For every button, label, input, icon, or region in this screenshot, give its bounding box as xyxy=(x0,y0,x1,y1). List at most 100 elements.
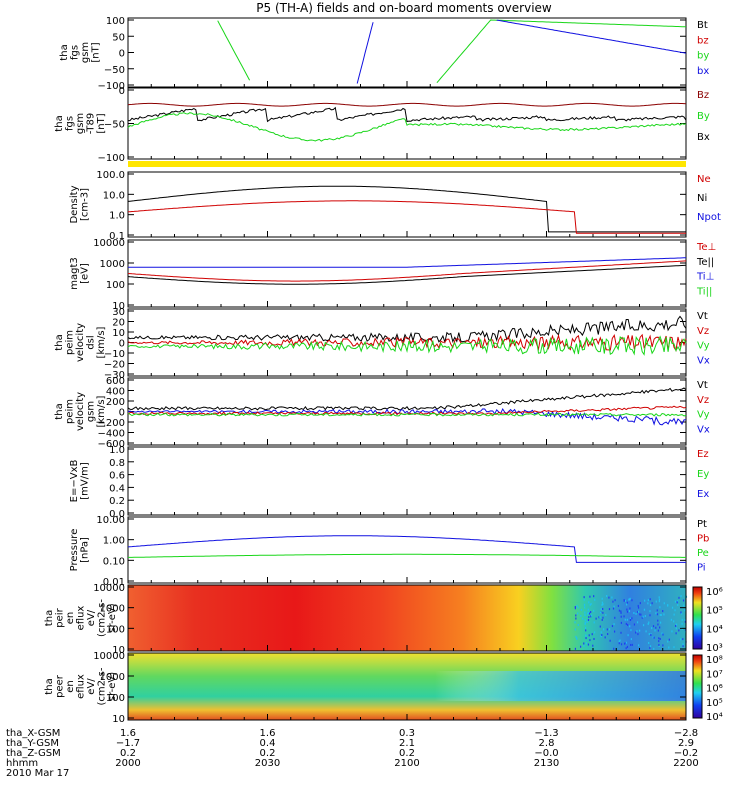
ion-spectrogram-speckle xyxy=(658,643,660,646)
y-tick-label: 10000 xyxy=(93,651,125,662)
ion-spectrogram-speckle xyxy=(651,627,653,630)
ion-spectrogram-speckle xyxy=(637,610,639,613)
y-axis-label: tha peir en eflux eV/(cm2-s-sr-eV) xyxy=(44,599,118,637)
legend-entry: Ex xyxy=(697,489,709,500)
y-axis-label-line: eV/ xyxy=(86,678,97,695)
y-tick-label: 50 xyxy=(112,32,125,43)
ion-spectrogram-speckle xyxy=(633,612,635,615)
ion-spectrogram-speckle xyxy=(673,646,675,649)
legend-entry: Pt xyxy=(697,519,707,530)
ion-spectrogram-speckle xyxy=(626,601,628,604)
ion-spectrogram-speckle xyxy=(584,611,586,614)
y-tick-label: −50 xyxy=(104,120,125,131)
series-Ne xyxy=(127,200,686,234)
ion-spectrogram-speckle xyxy=(658,600,660,603)
ion-spectrogram-speckle xyxy=(584,614,586,617)
y-tick-label: 10000 xyxy=(93,238,125,249)
ion-spectrogram-speckle xyxy=(600,634,602,637)
ion-spectrogram-speckle xyxy=(625,647,627,650)
legend-entry: Vy xyxy=(697,341,710,352)
ion-spectrogram-speckle xyxy=(601,597,603,600)
ion-spectrogram-speckle xyxy=(671,630,673,633)
legend-entry: Vx xyxy=(697,355,710,366)
series-Vx-gsm xyxy=(127,407,687,426)
y-tick-label: −200 xyxy=(98,418,125,429)
y-tick-label: 10 xyxy=(112,301,125,312)
ion-spectrogram-speckle xyxy=(601,634,603,637)
colorbar-label: 10⁴ xyxy=(706,624,723,635)
y-axis-label-line: E=−VxB xyxy=(69,460,80,503)
ion-spectrogram-speckle xyxy=(608,596,610,599)
ion-spectrogram-speckle xyxy=(606,595,608,598)
ion-spectrogram-speckle xyxy=(662,633,664,636)
panel-fgs: 100 50 0 −50 −100 tha fgs gsm [nT] Bt bz by bx xyxy=(59,16,709,92)
y-tick-label: −400 xyxy=(98,429,125,440)
ion-spectrogram-speckle xyxy=(667,640,669,643)
legend-entry: Te⊥ xyxy=(696,242,716,253)
ion-spectrogram-speckle xyxy=(631,643,633,646)
ion-spectrogram-speckle xyxy=(613,647,615,650)
y-tick-label: −20 xyxy=(104,360,125,371)
footer-row-label: hhmm xyxy=(6,758,38,769)
ion-spectrogram-speckle xyxy=(592,644,594,647)
ion-spectrogram-speckle xyxy=(607,633,609,636)
colorbar-label: 10⁴ xyxy=(706,712,723,723)
ion-spectrogram-speckle xyxy=(574,628,577,631)
legend-entry: Ti⊥ xyxy=(696,272,714,283)
ion-spectrogram-speckle xyxy=(649,645,652,648)
y-axis-label-line: [cm-3] xyxy=(80,188,91,221)
ion-spectrogram-speckle xyxy=(630,638,632,641)
legend-entry: Vz xyxy=(697,326,709,337)
y-tick-label: −10 xyxy=(104,349,125,360)
ion-spectrogram-speckle xyxy=(619,639,621,642)
y-axis-label-line: fgs xyxy=(65,116,76,131)
ion-spectrogram-speckle xyxy=(648,641,650,644)
y-tick-label: −600 xyxy=(98,439,125,450)
ion-spectrogram-speckle xyxy=(635,612,637,615)
y-axis-label-line: peim xyxy=(65,330,76,355)
y-tick-label: 1000 xyxy=(100,672,125,683)
ion-spectrogram-speckle xyxy=(577,606,579,609)
series-bx-late xyxy=(496,19,687,54)
ion-spectrogram-speckle xyxy=(626,618,628,621)
ion-spectrogram-speckle xyxy=(623,615,625,618)
ion-spectrogram-speckle xyxy=(585,629,587,632)
ion-spectrogram-speckle xyxy=(620,611,622,614)
footer-value: 0.3 xyxy=(399,728,415,739)
y-tick-label: 1000 xyxy=(100,604,125,615)
ion-spectrogram-speckle xyxy=(657,619,659,622)
colorbar-label: 10⁵ xyxy=(706,698,723,709)
ion-spectrogram-speckle xyxy=(629,618,632,621)
ion-spectrogram-speckle xyxy=(639,613,641,616)
ion-spectrogram-speckle xyxy=(601,618,603,621)
ion-spectrogram-speckle xyxy=(630,629,632,632)
ion-spectrogram-speckle xyxy=(647,602,649,605)
series-by-late xyxy=(436,19,686,84)
y-axis-label-line: gsm xyxy=(75,113,86,134)
ion-spectrogram-speckle xyxy=(590,614,593,617)
ion-spectrogram-speckle xyxy=(583,642,585,645)
ion-spectrogram-speckle xyxy=(674,600,677,603)
colorbar-label: 10⁷ xyxy=(706,669,723,680)
ion-spectrogram-speckle xyxy=(659,613,661,616)
ion-spectrogram-speckle xyxy=(660,613,662,616)
legend-entry: Pb xyxy=(697,534,709,545)
y-tick-label: 20 xyxy=(112,318,125,329)
footer-value: −0.2 xyxy=(674,748,698,759)
footer-row-label: tha_Y-GSM xyxy=(6,738,59,749)
ion-spectrogram-speckle xyxy=(591,633,593,636)
legend-entry: Npot xyxy=(697,212,721,223)
ion-spectrogram-speckle xyxy=(657,629,660,632)
panel-ele-spec: 10000 1000 100 10 tha peer en eflux eV/(cm2-s-sr… xyxy=(44,651,723,725)
ion-spectrogram-speckle xyxy=(614,616,616,619)
y-tick-label: 1000 xyxy=(100,259,125,270)
y-tick-label: 10000 xyxy=(93,583,125,594)
ion-spectrogram-speckle xyxy=(598,616,600,619)
ion-spectrogram-speckle xyxy=(611,625,614,628)
footer-value: 1.6 xyxy=(120,728,136,739)
y-tick-label: 10 xyxy=(112,328,125,339)
ion-spectrogram-speckle xyxy=(638,644,640,647)
ion-spectrogram-speckle xyxy=(587,618,590,621)
legend-entry: Vy xyxy=(697,410,710,421)
